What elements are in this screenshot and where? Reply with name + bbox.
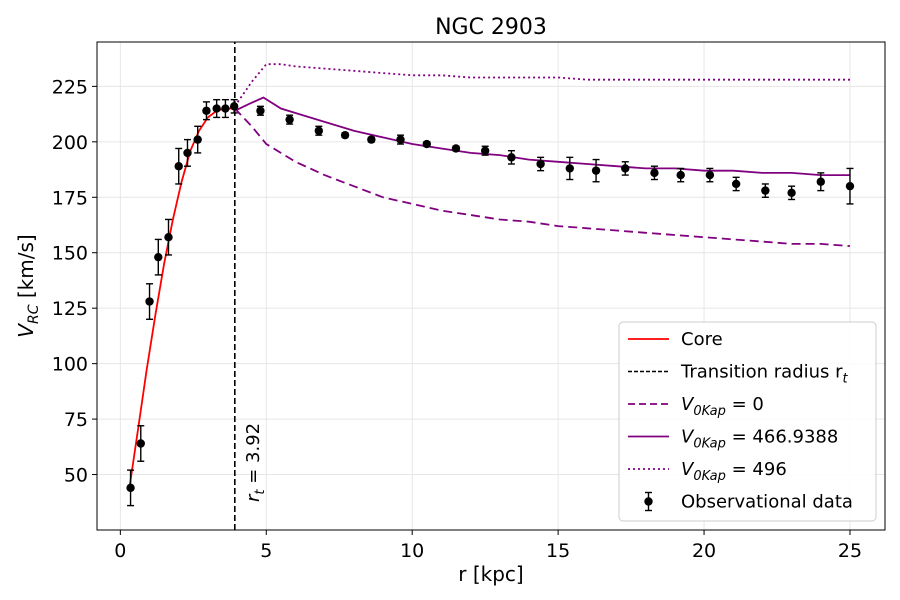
y-axis-label-sub: RC bbox=[26, 304, 42, 324]
data-point bbox=[621, 164, 630, 173]
data-point bbox=[221, 104, 230, 113]
data-point bbox=[816, 177, 825, 186]
legend-swatch bbox=[644, 497, 653, 506]
grid bbox=[97, 42, 885, 530]
data-point bbox=[591, 166, 601, 175]
x-tick-label: 0 bbox=[114, 540, 126, 562]
data-point bbox=[845, 181, 855, 191]
data-point bbox=[136, 439, 145, 448]
data-point bbox=[256, 106, 265, 115]
legend-label: Transition radius rt bbox=[680, 362, 849, 387]
data-point bbox=[126, 483, 135, 493]
legend-label: V0Kap = 496 bbox=[681, 459, 787, 484]
legend-label-main: Core bbox=[681, 329, 723, 350]
y-tick-label: 200 bbox=[52, 132, 88, 154]
y-tick-label: 175 bbox=[52, 187, 88, 209]
data-point bbox=[451, 144, 461, 153]
data-point bbox=[145, 297, 154, 306]
transition-radius-annotation: rt = 3.92 bbox=[243, 423, 268, 502]
data-point bbox=[174, 162, 183, 171]
data-point bbox=[229, 102, 239, 111]
series-line-dashed bbox=[234, 107, 851, 247]
x-tick-label: 5 bbox=[260, 540, 272, 562]
y-axis-label: VRC [km/s] bbox=[14, 234, 42, 337]
legend-label-main: Transition radius r bbox=[680, 362, 843, 383]
y-tick-label: 225 bbox=[52, 76, 88, 98]
y-axis-label-unit: [km/s] bbox=[14, 234, 38, 304]
x-tick-label: 15 bbox=[546, 540, 570, 562]
data-point bbox=[164, 233, 173, 242]
y-tick-label: 75 bbox=[64, 409, 88, 431]
legend-label-sub: 0Kap bbox=[693, 469, 726, 484]
annotation-sub: t bbox=[253, 489, 268, 495]
data-point bbox=[422, 139, 431, 149]
y-tick-label: 100 bbox=[52, 354, 88, 376]
y-tick-label: 50 bbox=[64, 465, 88, 487]
data-point bbox=[183, 148, 192, 158]
legend-label: Observational data bbox=[681, 492, 853, 513]
legend-label: V0Kap = 466.9388 bbox=[681, 427, 838, 452]
legend-label-sub: t bbox=[843, 372, 849, 387]
data-point bbox=[705, 170, 715, 180]
x-axis-label: r [kpc] bbox=[458, 562, 523, 586]
legend-label-rest: = 0 bbox=[726, 394, 764, 415]
data-point bbox=[507, 153, 516, 162]
y-tick-label: 125 bbox=[52, 298, 88, 320]
y-axis-label-main: V bbox=[14, 323, 38, 338]
data-point bbox=[285, 115, 294, 124]
data-point bbox=[650, 168, 659, 178]
data-point bbox=[193, 135, 202, 144]
legend-label-main: V bbox=[681, 459, 695, 480]
data-point bbox=[202, 106, 211, 115]
legend-label: V0Kap = 0 bbox=[681, 394, 764, 419]
chart-title: NGC 2903 bbox=[435, 15, 547, 40]
data-point bbox=[536, 159, 545, 169]
plot-frame bbox=[96, 41, 886, 531]
data-point bbox=[565, 164, 574, 173]
data-point bbox=[314, 126, 324, 135]
annotation-main: r bbox=[243, 493, 264, 502]
x-axis-ticks: 0 5 10 15 20 25 bbox=[114, 530, 862, 562]
x-tick-label: 20 bbox=[692, 540, 716, 562]
data-point bbox=[154, 252, 163, 262]
legend-label-main: V bbox=[681, 394, 695, 415]
data-point bbox=[787, 188, 796, 198]
legend-label-rest: = 466.9388 bbox=[726, 427, 838, 448]
annotation-rest: = 3.92 bbox=[243, 423, 264, 490]
legend-label-sub: 0Kap bbox=[693, 404, 726, 419]
series-line-dotted bbox=[234, 63, 850, 107]
data-point bbox=[731, 179, 741, 189]
data-point bbox=[761, 186, 770, 195]
y-axis-ticks: 50 75 100 125 150 175 200 225 bbox=[52, 76, 97, 487]
data-point bbox=[396, 135, 405, 144]
legend-box bbox=[618, 321, 877, 522]
legend-label-sub: 0Kap bbox=[693, 437, 726, 452]
legend-label: Core bbox=[681, 329, 723, 350]
plot-area bbox=[126, 42, 855, 530]
x-tick-label: 25 bbox=[838, 540, 862, 562]
data-point bbox=[367, 135, 376, 144]
data-point bbox=[340, 130, 350, 140]
data-point bbox=[676, 170, 685, 180]
legend-label-main: Observational data bbox=[681, 492, 853, 513]
data-point bbox=[212, 104, 221, 113]
legend-label-rest: = 496 bbox=[726, 459, 787, 480]
y-tick-label: 150 bbox=[52, 243, 88, 265]
data-point bbox=[480, 146, 490, 155]
legend-label-main: V bbox=[681, 427, 695, 448]
x-tick-label: 10 bbox=[400, 540, 424, 562]
